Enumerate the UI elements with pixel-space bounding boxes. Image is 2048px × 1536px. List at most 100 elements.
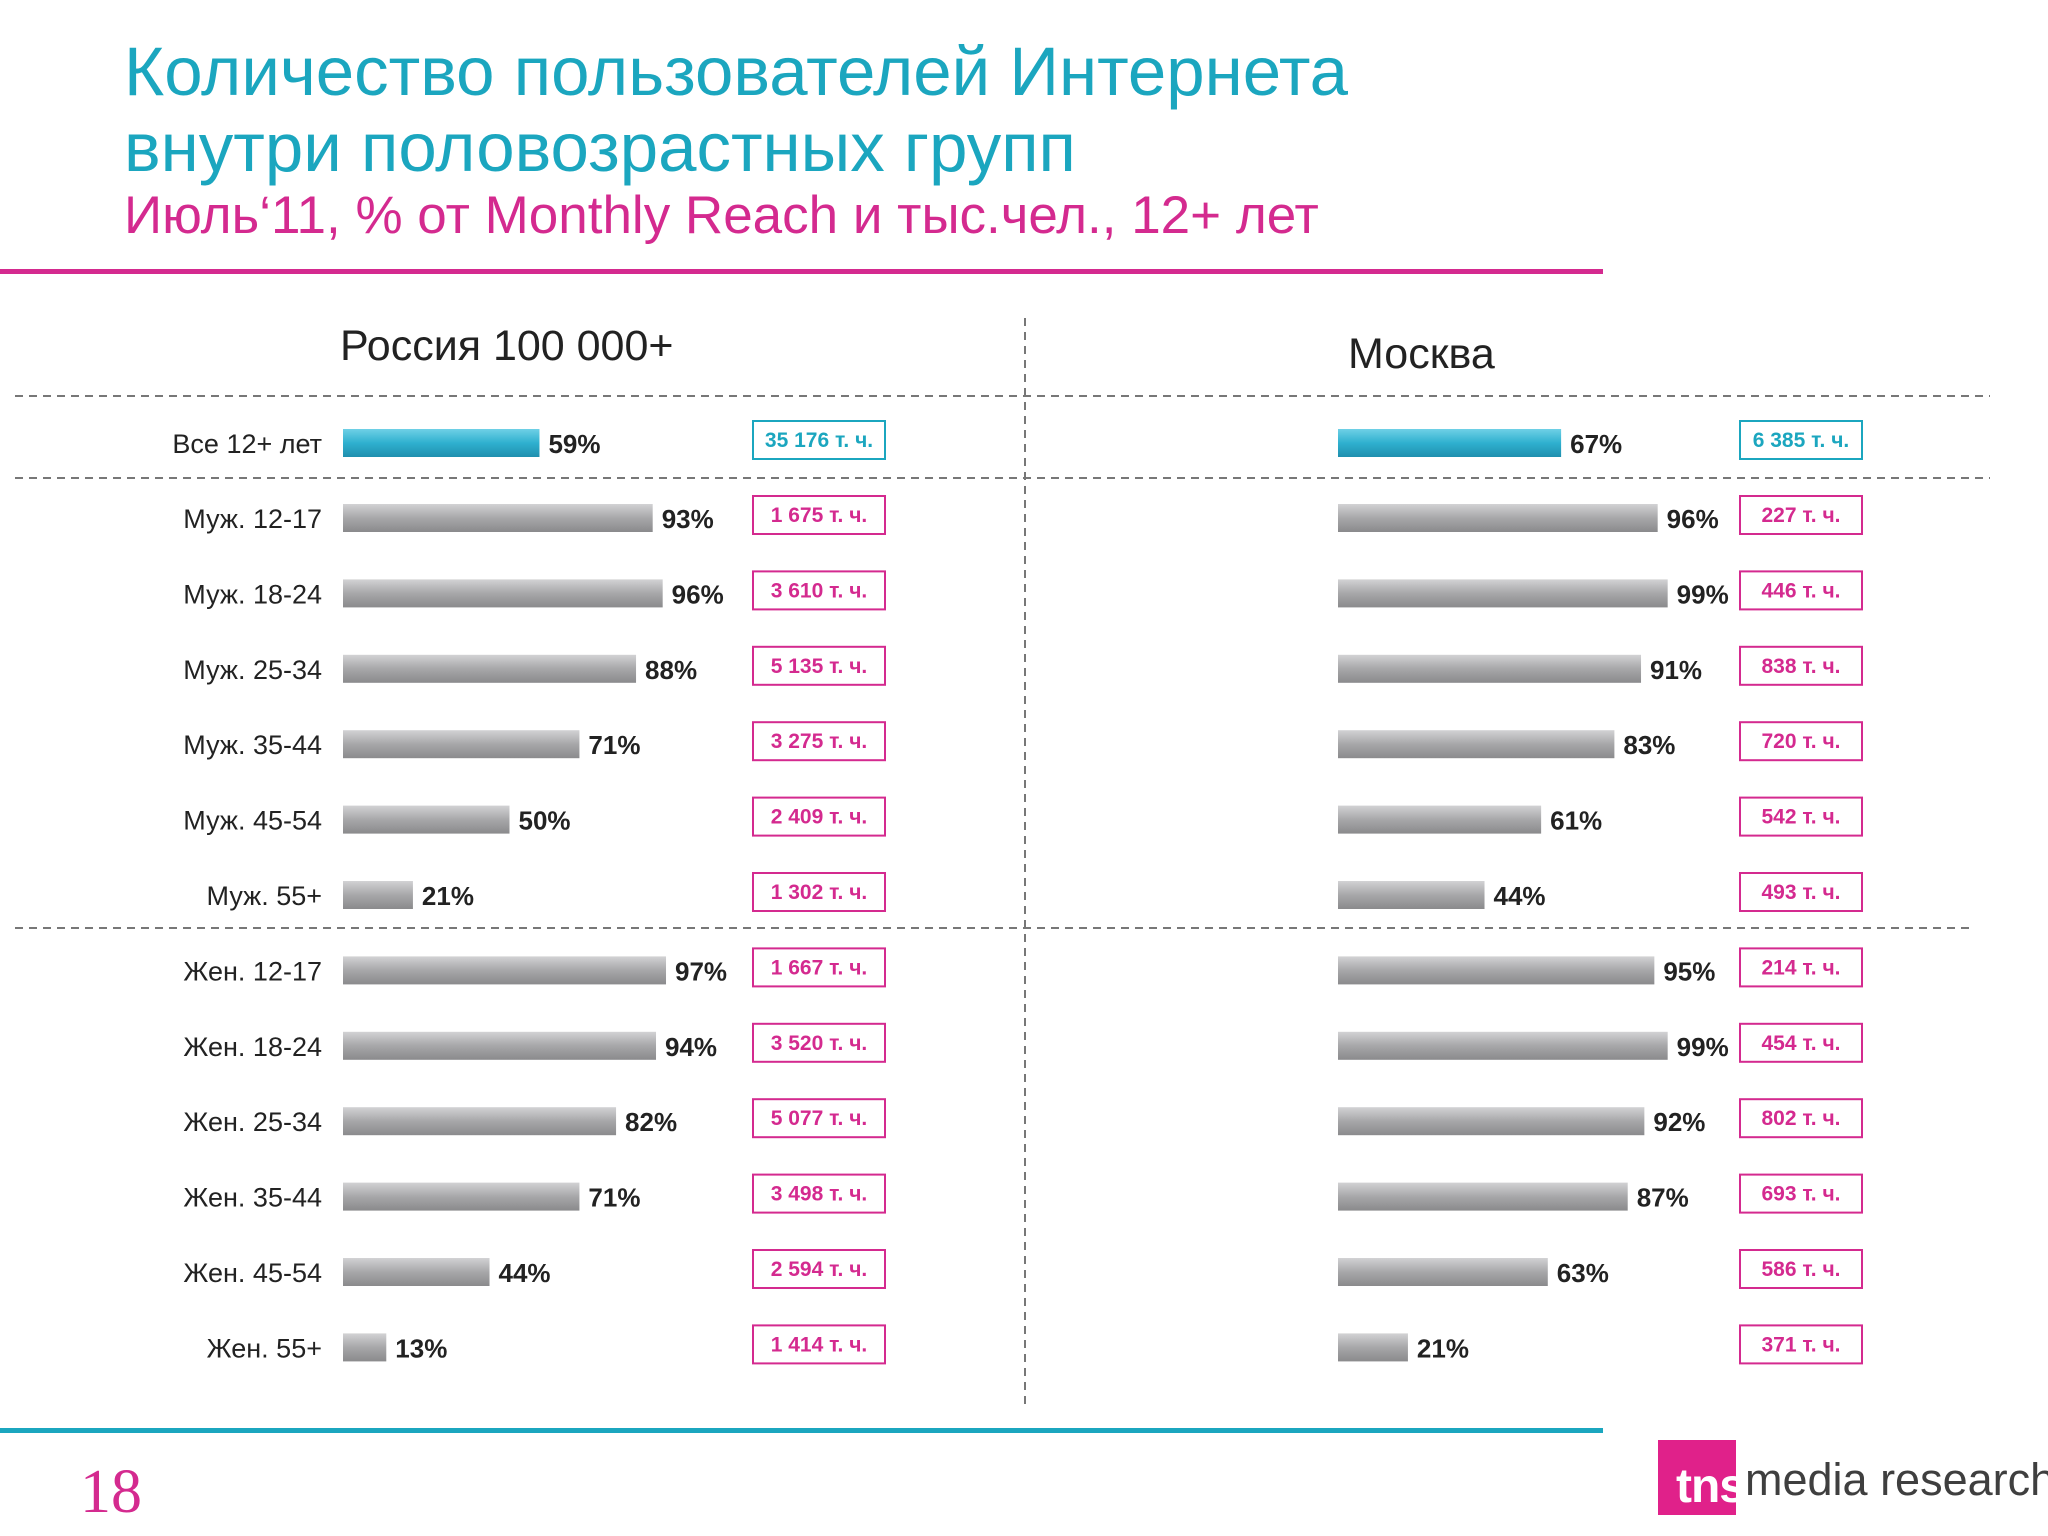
bar bbox=[1338, 1333, 1408, 1362]
count-label: 838 т. ч. bbox=[1761, 655, 1840, 678]
value-label: 67% bbox=[1570, 429, 1622, 459]
bar bbox=[1338, 1031, 1668, 1060]
bar bbox=[343, 730, 580, 759]
footer-rule bbox=[0, 1428, 1603, 1433]
bar bbox=[1338, 805, 1542, 834]
count-box bbox=[752, 420, 886, 460]
bar bbox=[343, 881, 413, 909]
count-label: 1 667 т. ч. bbox=[771, 956, 868, 979]
count-box bbox=[752, 1173, 886, 1214]
chart-marks: Все 12+ лет Муж. 12-17 Муж. 18-24 Муж. 25-3… bbox=[172, 420, 1863, 1365]
count-label: 542 т. ч. bbox=[1761, 806, 1840, 829]
count-label: 1 675 т. ч. bbox=[771, 504, 868, 527]
bar bbox=[343, 1333, 387, 1362]
value-label: 91% bbox=[1650, 655, 1702, 685]
bar bbox=[1338, 1182, 1628, 1211]
value-label: 82% bbox=[625, 1107, 677, 1137]
value-label: 87% bbox=[1637, 1183, 1689, 1213]
count-box bbox=[1739, 872, 1863, 912]
category-label: Жен. 25-34 bbox=[183, 1107, 322, 1137]
logo-mark-text: tns bbox=[1676, 1460, 1746, 1513]
bar bbox=[1338, 504, 1658, 532]
bar bbox=[343, 429, 540, 457]
bar bbox=[1338, 429, 1562, 457]
header-rule bbox=[0, 269, 1603, 274]
page-number: 18 bbox=[80, 1458, 142, 1526]
value-label: 94% bbox=[665, 1032, 717, 1062]
bar bbox=[343, 1107, 617, 1136]
count-label: 1 302 т. ч. bbox=[771, 881, 868, 904]
count-box bbox=[1739, 495, 1863, 535]
bar bbox=[343, 579, 663, 608]
count-box bbox=[1739, 570, 1863, 611]
count-label: 6 385 т. ч. bbox=[1753, 429, 1850, 452]
panel-title-moscow: Москва bbox=[1348, 330, 1495, 378]
count-box bbox=[752, 1249, 886, 1289]
count-box bbox=[1739, 1324, 1863, 1365]
count-label: 371 т. ч. bbox=[1761, 1333, 1840, 1356]
value-label: 96% bbox=[672, 579, 724, 609]
tns-logo: tns media research bbox=[1655, 1433, 2048, 1523]
category-label: Муж. 25-34 bbox=[183, 655, 322, 685]
bar bbox=[343, 956, 667, 985]
count-label: 3 275 т. ч. bbox=[771, 730, 868, 753]
bar bbox=[343, 1031, 657, 1060]
count-box bbox=[752, 495, 886, 535]
count-label: 802 т. ч. bbox=[1761, 1107, 1840, 1130]
value-label: 95% bbox=[1663, 956, 1715, 986]
bar bbox=[343, 805, 510, 834]
count-box bbox=[1739, 420, 1863, 460]
category-label: Муж. 35-44 bbox=[183, 730, 322, 760]
category-label: Все 12+ лет bbox=[172, 429, 322, 459]
count-label: 493 т. ч. bbox=[1761, 881, 1840, 904]
count-box bbox=[752, 1098, 886, 1139]
value-label: 93% bbox=[662, 504, 714, 534]
count-box bbox=[1739, 796, 1863, 837]
chart-dividers bbox=[15, 318, 1990, 1408]
value-label: 44% bbox=[1494, 881, 1546, 911]
count-box bbox=[1739, 1249, 1863, 1289]
category-label: Муж. 18-24 bbox=[183, 579, 322, 609]
count-box bbox=[752, 645, 886, 686]
value-label: 96% bbox=[1667, 504, 1719, 534]
count-label: 5 135 т. ч. bbox=[771, 655, 868, 678]
count-box bbox=[1739, 947, 1863, 988]
category-label: Муж. 45-54 bbox=[183, 806, 322, 836]
category-label: Жен. 12-17 bbox=[183, 956, 322, 986]
count-label: 446 т. ч. bbox=[1761, 579, 1840, 602]
count-label: 693 т. ч. bbox=[1761, 1183, 1840, 1206]
count-label: 720 т. ч. bbox=[1761, 730, 1840, 753]
value-label: 61% bbox=[1550, 806, 1602, 836]
count-label: 3 610 т. ч. bbox=[771, 579, 868, 602]
bar bbox=[1338, 730, 1615, 759]
value-label: 63% bbox=[1557, 1258, 1609, 1288]
count-label: 586 т. ч. bbox=[1761, 1258, 1840, 1281]
value-label: 97% bbox=[675, 956, 727, 986]
value-label: 71% bbox=[588, 730, 640, 760]
category-label: Жен. 45-54 bbox=[183, 1258, 322, 1288]
page-title: Количество пользователей Интернета внутр… bbox=[124, 34, 1348, 186]
bar bbox=[343, 654, 637, 683]
count-label: 227 т. ч. bbox=[1761, 504, 1840, 527]
value-label: 21% bbox=[1417, 1333, 1469, 1363]
count-label: 2 594 т. ч. bbox=[771, 1258, 868, 1281]
value-label: 13% bbox=[395, 1333, 447, 1363]
bar bbox=[343, 1258, 490, 1286]
logo-text: media research bbox=[1745, 1454, 2048, 1505]
title-line-2: внутри половозрастных групп bbox=[124, 109, 1076, 186]
page-subtitle: Июль‘11, % от Monthly Reach и тыс.чел., … bbox=[124, 186, 1319, 245]
count-box bbox=[752, 796, 886, 837]
category-label: Жен. 18-24 bbox=[183, 1032, 322, 1062]
bar bbox=[343, 504, 653, 532]
count-box bbox=[752, 721, 886, 762]
value-label: 21% bbox=[422, 881, 474, 911]
count-box bbox=[1739, 645, 1863, 686]
value-label: 92% bbox=[1653, 1107, 1705, 1137]
value-label: 83% bbox=[1623, 730, 1675, 760]
count-label: 35 176 т. ч. bbox=[765, 429, 873, 452]
value-label: 50% bbox=[519, 806, 571, 836]
title-line-1: Количество пользователей Интернета bbox=[124, 33, 1349, 110]
count-label: 214 т. ч. bbox=[1761, 956, 1840, 979]
value-label: 71% bbox=[588, 1183, 640, 1213]
